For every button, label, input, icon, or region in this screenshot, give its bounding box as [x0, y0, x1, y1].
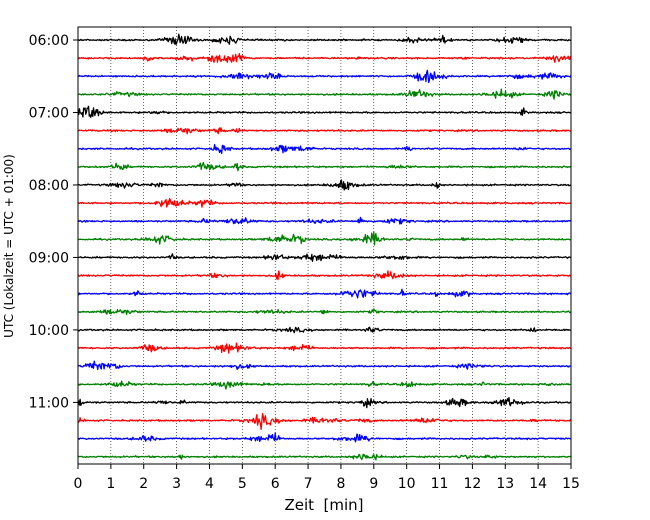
x-tick-label: 15	[562, 476, 580, 492]
y-tick-label: 08:00	[29, 178, 69, 194]
trace-line	[77, 161, 572, 172]
x-tick-label: 2	[139, 476, 148, 492]
trace-line	[77, 288, 572, 299]
trace-line	[77, 360, 572, 371]
trace-line	[77, 413, 572, 431]
y-tick-label: 07:00	[29, 105, 69, 121]
trace-line	[77, 253, 572, 262]
x-tick-label: 5	[238, 476, 247, 492]
trace-line	[77, 33, 572, 46]
trace-line	[77, 397, 572, 409]
x-axis-label: Zeit [min]	[284, 496, 363, 514]
plot-frame	[77, 26, 572, 465]
x-tick-label: 9	[369, 476, 378, 492]
trace-line	[77, 53, 572, 63]
trace-line	[77, 453, 572, 461]
x-tick-label: 8	[336, 476, 345, 492]
x-tick-label: 0	[74, 476, 83, 492]
trace-line	[77, 380, 572, 390]
trace-line	[77, 342, 572, 354]
trace-line	[77, 105, 572, 118]
seismic-traces	[77, 33, 572, 461]
x-tick-label: 11	[431, 476, 449, 492]
x-tick-label: 6	[271, 476, 280, 492]
trace-line	[77, 69, 572, 84]
trace-line	[77, 308, 572, 316]
x-tick-label: 13	[496, 476, 514, 492]
y-tick-label: 11:00	[29, 395, 69, 411]
x-tick-label: 3	[172, 476, 181, 492]
y-axis-label: UTC (Lokalzeit = UTC + 01:00)	[2, 154, 16, 338]
trace-line	[77, 326, 572, 334]
x-axis-ticks: 0 1 2 3 4 5 6 7 8 9 10 11 12 13 14 15	[74, 464, 580, 492]
trace-line	[77, 231, 572, 246]
trace-line	[77, 432, 572, 443]
trace-line	[77, 127, 572, 135]
trace-line	[77, 270, 572, 281]
x-tick-label: 7	[304, 476, 313, 492]
y-tick-label: 10:00	[29, 323, 69, 339]
x-tick-label: 4	[205, 476, 214, 492]
trace-line	[77, 216, 572, 225]
x-tick-label: 14	[529, 476, 547, 492]
trace-line	[77, 179, 572, 191]
x-tick-label: 1	[106, 476, 115, 492]
trace-line	[77, 88, 572, 100]
y-tick-label: 09:00	[29, 250, 69, 266]
trace-line	[77, 197, 572, 208]
x-tick-label: 12	[463, 476, 481, 492]
trace-line	[77, 143, 572, 155]
y-axis-ticks: 06:00 07:00 08:00 09:00 10:00 11:00	[29, 33, 78, 411]
y-tick-label: 06:00	[29, 33, 69, 49]
grid-lines	[110, 27, 539, 464]
x-tick-label: 10	[398, 476, 416, 492]
